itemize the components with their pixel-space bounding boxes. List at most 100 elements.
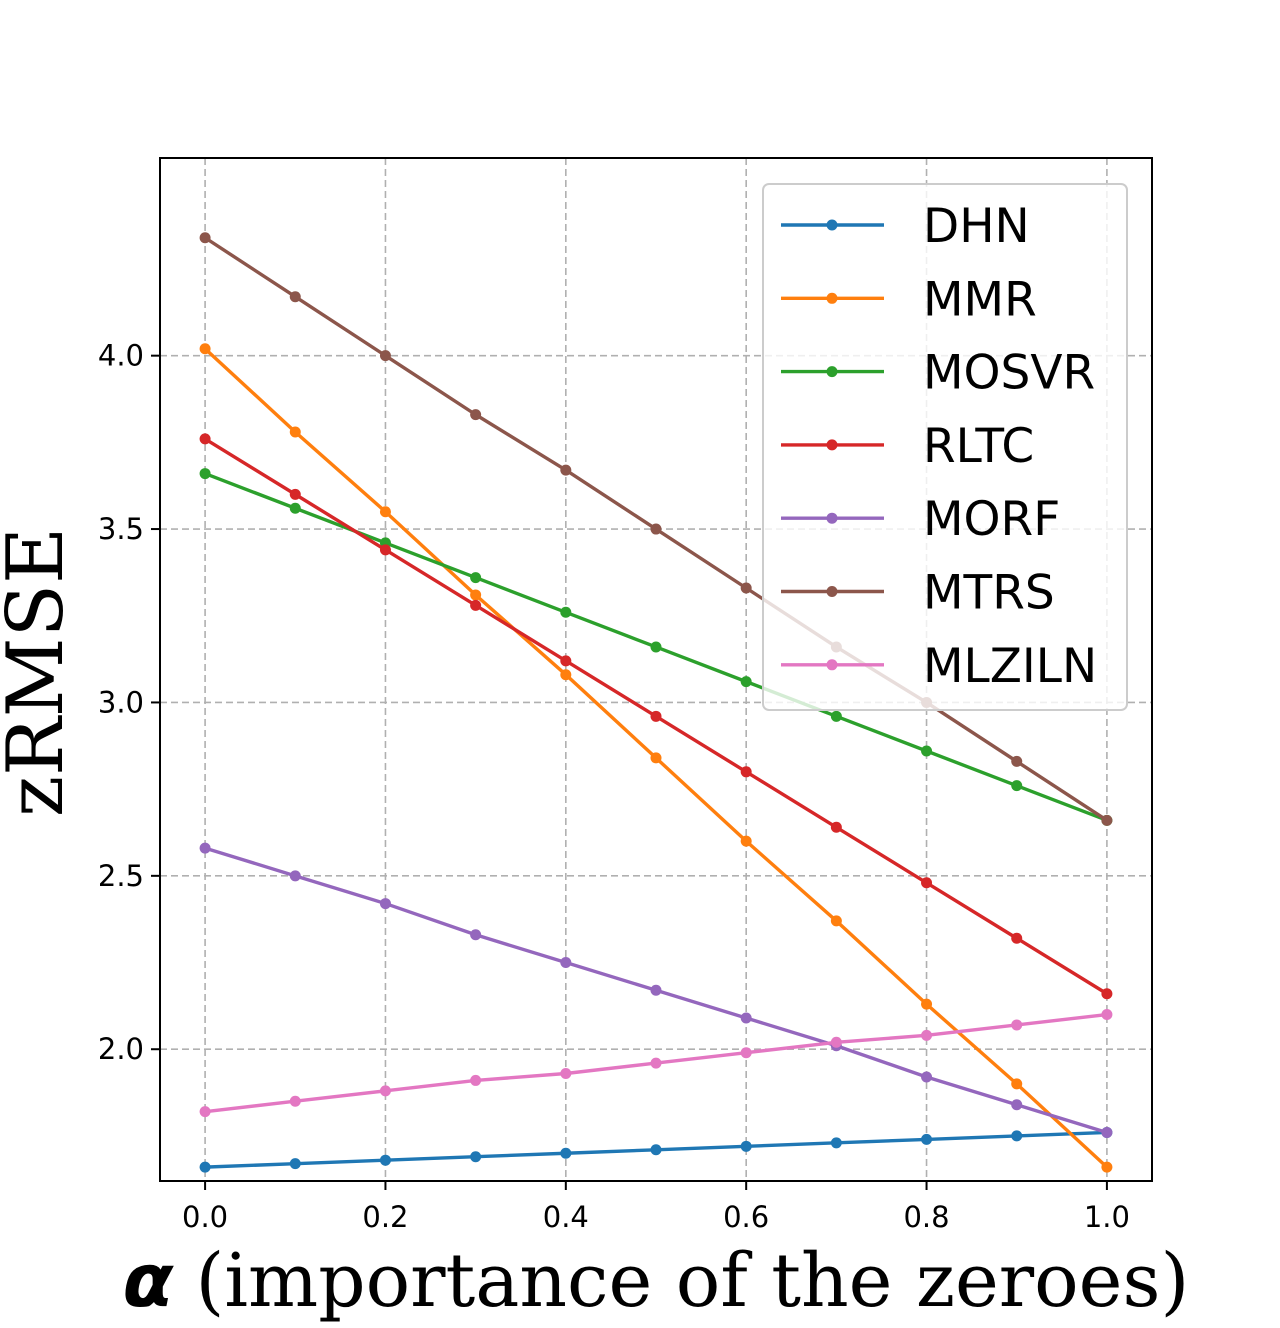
data-point-rltc	[650, 710, 662, 722]
data-point-mmr	[1101, 1161, 1113, 1173]
data-point-rltc	[560, 655, 572, 667]
data-point-dhn	[921, 1133, 933, 1145]
data-point-mlziln	[740, 1047, 752, 1059]
data-point-morf	[921, 1071, 933, 1083]
data-point-mlziln	[470, 1074, 482, 1086]
data-point-dhn	[740, 1140, 752, 1152]
legend-item-mlziln: MLZILN	[781, 639, 1097, 694]
y-tick-label: 4.0	[98, 339, 144, 373]
data-point-rltc	[1101, 988, 1113, 1000]
data-point-mosvr	[921, 745, 933, 757]
x-tick-label: 0.4	[543, 1200, 589, 1234]
legend-item-mmr: MMR	[781, 272, 1037, 327]
data-point-mmr	[379, 506, 391, 518]
legend-marker-morf	[826, 512, 838, 524]
data-point-mlziln	[560, 1067, 572, 1079]
data-point-dhn	[199, 1161, 211, 1173]
data-point-morf	[1011, 1099, 1023, 1111]
x-tick-label: 0.8	[903, 1200, 949, 1234]
x-tick-label: 0.0	[182, 1200, 228, 1234]
data-point-mtrs	[560, 464, 572, 476]
data-point-mmr	[470, 589, 482, 601]
data-point-morf	[560, 957, 572, 969]
data-point-mmr	[289, 426, 301, 438]
data-point-morf	[379, 898, 391, 910]
data-point-rltc	[1011, 932, 1023, 944]
data-point-mmr	[921, 998, 933, 1010]
data-point-mosvr	[740, 676, 752, 688]
data-point-dhn	[830, 1137, 842, 1149]
data-point-mlziln	[650, 1057, 662, 1069]
data-point-mmr	[650, 752, 662, 764]
data-point-dhn	[560, 1147, 572, 1159]
data-point-rltc	[289, 488, 301, 500]
data-point-mlziln	[289, 1095, 301, 1107]
data-point-rltc	[470, 599, 482, 611]
data-point-mlziln	[199, 1106, 211, 1118]
data-point-mmr	[560, 669, 572, 681]
legend-marker-rltc	[826, 439, 838, 451]
data-point-mosvr	[560, 606, 572, 618]
data-point-rltc	[379, 544, 391, 556]
data-point-mosvr	[1011, 780, 1023, 792]
data-point-mosvr	[830, 710, 842, 722]
legend-label-morf: MORF	[923, 492, 1060, 547]
x-tick-label: 1.0	[1084, 1200, 1130, 1234]
x-axis-label: α (importance of the zeroes)	[123, 1238, 1190, 1324]
legend-label-rltc: RLTC	[923, 419, 1034, 474]
data-point-mtrs	[740, 582, 752, 594]
data-point-mosvr	[470, 572, 482, 584]
x-axis-label-text: (importance of the zeroes)	[196, 1238, 1190, 1324]
legend-label-mmr: MMR	[923, 272, 1037, 327]
legend-marker-dhn	[826, 219, 838, 231]
data-point-mosvr	[650, 641, 662, 653]
y-tick-label: 2.0	[98, 1032, 144, 1066]
legend-label-mlziln: MLZILN	[923, 639, 1097, 694]
series-rltc	[199, 433, 1113, 1000]
y-tick-label: 2.5	[98, 859, 144, 893]
data-point-dhn	[379, 1154, 391, 1166]
data-point-morf	[470, 929, 482, 941]
legend-marker-mosvr	[826, 366, 838, 378]
series-dhn	[199, 1126, 1113, 1173]
legend-item-mtrs: MTRS	[781, 566, 1055, 621]
y-tick-label: 3.5	[98, 512, 144, 546]
data-point-rltc	[740, 766, 752, 778]
x-tick-label: 0.2	[362, 1200, 408, 1234]
ticks-layer: 0.0 0.2 0.4 0.6 0.8 1.0 2.0 2.5 3.0 3.5 4.0	[98, 339, 1130, 1234]
x-tick-label: 0.6	[723, 1200, 769, 1234]
legend-items: DHN MMR MOSVR RLTC MORF MTRS MLZILN	[781, 199, 1097, 694]
data-point-mosvr	[289, 502, 301, 514]
data-point-dhn	[470, 1151, 482, 1163]
data-point-mosvr	[199, 468, 211, 480]
data-point-mtrs	[379, 350, 391, 362]
x-axis-label-symbol: α	[123, 1238, 175, 1324]
legend-label-mosvr: MOSVR	[923, 346, 1095, 401]
legend-label-dhn: DHN	[923, 199, 1030, 254]
data-point-mlziln	[379, 1085, 391, 1097]
legend-marker-mlziln	[826, 659, 838, 671]
plot-frame	[159, 157, 1153, 1182]
data-point-dhn	[1011, 1130, 1023, 1142]
series-mlziln	[199, 1009, 1113, 1118]
legend-item-morf: MORF	[781, 492, 1060, 547]
data-point-morf	[650, 984, 662, 996]
data-point-dhn	[650, 1144, 662, 1156]
data-point-rltc	[921, 877, 933, 889]
data-point-mtrs	[1101, 814, 1113, 826]
data-point-morf	[199, 842, 211, 854]
series-morf	[199, 842, 1113, 1138]
legend: DHN MMR MOSVR RLTC MORF MTRS MLZILN	[762, 183, 1128, 711]
data-point-mtrs	[199, 232, 211, 244]
data-point-mmr	[830, 915, 842, 927]
y-axis-label: zRMSE	[0, 527, 81, 817]
data-point-mmr	[199, 343, 211, 355]
data-point-dhn	[289, 1158, 301, 1170]
data-point-mtrs	[289, 291, 301, 303]
legend-item-rltc: RLTC	[781, 419, 1034, 474]
y-tick-label: 3.0	[98, 685, 144, 719]
legend-label-mtrs: MTRS	[923, 566, 1055, 621]
legend-item-dhn: DHN	[781, 199, 1030, 254]
data-point-morf	[289, 870, 301, 882]
